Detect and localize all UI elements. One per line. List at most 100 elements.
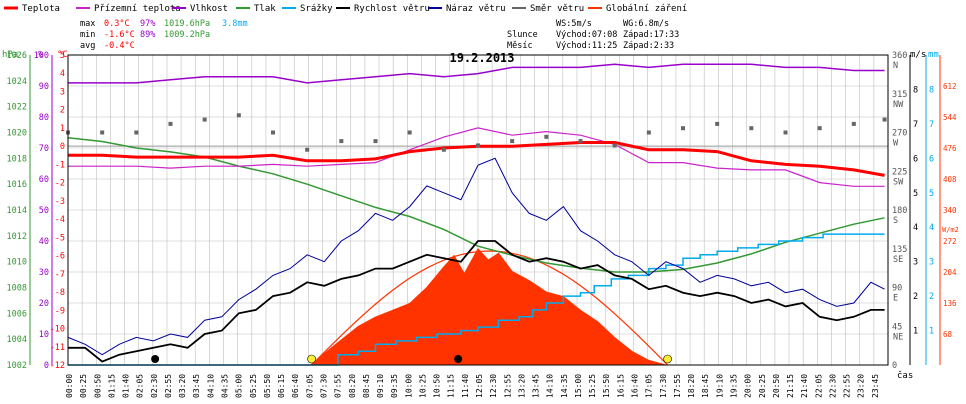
x-tick-label: 06:40 [291,374,300,398]
axis-wind-speed: 1 2 3 4 5 6 7 8 [909,55,918,365]
unit-hpa: hPa [2,50,18,60]
axis-rain-tick: 4 [929,223,934,233]
stat-min-label: min [80,30,95,40]
axis-solar-tick: 68 [943,330,953,339]
x-tick-label: 17:05 [645,374,654,398]
x-tick-label: 10:50 [433,374,442,398]
x-tick-label: 19:10 [715,374,724,398]
stat-avg-temp: -0.4°C [104,41,135,51]
x-tick-label: 07:05 [305,374,314,398]
unit-headers: hPa % °C m/s mm W/m2 [2,50,959,234]
axis-humidity-tick: 30 [39,268,49,278]
stat-max-rain: 3.8mm [222,19,248,29]
legend-item[interactable]: Přízemní teplota [76,4,181,14]
series-rain [68,233,885,366]
wind-direction-point [882,117,887,122]
unit-wm2: W/m2 [942,226,959,234]
x-tick-label: 15:50 [602,374,611,398]
wind-direction-point [851,121,856,126]
axis-temperature-tick: -11 [50,343,65,353]
axis-pressure-tick: 1014 [7,206,27,216]
legend: Teplota Přízemní teplota Vlhkost Tlak Sr… [4,4,687,14]
wind-direction-point [510,139,515,144]
x-tick-label: 22:30 [828,374,837,398]
axis-temperature-tick: 5 [60,51,65,61]
axis-solar-tick: 612 [943,82,957,91]
axis-wind-speed-tick: 2 [913,292,918,302]
legend-item[interactable]: Vlhkost [172,4,228,14]
axis-pressure-tick: 1002 [7,361,27,371]
series-humidity [68,63,885,84]
x-tick-label: 13:20 [517,374,526,398]
wind-direction-point [407,130,412,135]
x-tick-label: 16:15 [616,374,625,398]
plot-border [67,54,889,366]
solar-radiation-area [310,247,667,366]
x-tick-label: 01:15 [107,374,116,398]
x-tick-label: 07:55 [334,374,343,398]
axis-solar-tick: 272 [943,237,957,246]
legend-item[interactable]: Tlak [236,4,276,14]
axis-humidity-tick: 50 [39,206,49,216]
x-tick-label: 17:30 [659,374,668,398]
legend-label: Vlhkost [190,4,228,14]
x-tick-label: 17:55 [673,374,682,398]
x-tick-label: 05:50 [263,374,272,398]
x-tick-label: 20:25 [758,374,767,398]
legend-item[interactable]: Rychlost větru [336,4,430,14]
legend-label: Tlak [254,4,276,14]
axis-wind-direction-label: SW [893,177,904,187]
x-tick-label: 10:25 [418,374,427,398]
legend-item[interactable]: Teplota [4,4,60,14]
axis-temperature-tick: -9 [55,306,65,316]
info-sun-label: Slunce [507,30,538,40]
axis-wind-direction-label: E [893,294,898,304]
axis-solar-tick: 340 [943,206,957,215]
axis-solar-tick: 476 [943,144,957,153]
wind-direction-point [578,139,583,144]
axis-pressure: 1002 1004 1006 1008 1010 1012 1014 1016 1018 1020… [7,51,31,371]
x-tick-label: 02:05 [136,374,145,398]
axis-wind-speed-tick: 4 [913,223,918,233]
x-tick-label: 14:10 [546,374,555,398]
info-ws: WS:5m/s [556,19,592,29]
axis-pressure-tick: 1022 [7,103,27,113]
sun-moon-markers [151,354,672,364]
axis-rain-tick: 7 [929,120,934,130]
x-tick-label: 20:50 [772,374,781,398]
axis-temperature-tick: -10 [50,325,65,335]
wind-direction-point [168,121,173,126]
wind-direction-point [476,143,480,148]
axis-wind-direction-tick: 45 [892,322,902,332]
info-moon-set: Západ:2:33 [623,41,674,51]
legend-item[interactable]: Směr větru [512,4,584,14]
x-tick-label: 13:45 [532,374,541,398]
axis-pressure-tick: 1012 [7,232,27,242]
axis-solar-tick: 408 [943,175,957,184]
legend-label: Globální záření [606,4,687,14]
axis-rain-tick: 1 [929,327,934,337]
x-tick-label: 08:20 [348,374,357,398]
legend-item[interactable]: Náraz větru [428,4,506,14]
x-tick-label: 08:45 [362,374,371,398]
axis-humidity-tick: 100 [34,51,49,61]
x-tick-label: 15:00 [574,374,583,398]
x-tick-label: 09:10 [376,374,385,398]
wind-direction-point [339,139,344,144]
axis-wind-speed-tick: 8 [913,85,918,95]
x-tick-label: 11:40 [461,374,470,398]
x-tick-label: 11:15 [447,374,456,398]
axis-wind-direction-label: NE [893,332,903,342]
axis-humidity-tick: 0 [44,361,49,371]
chart-title: 19.2.2013 [449,51,514,65]
axis-temperature-tick: -7 [55,270,65,280]
stats-block: max 0.3°C 97% 1019.6hPa 3.8mm min -1.6°C… [80,19,248,51]
wind-direction-point [783,130,788,135]
wind-direction-point [100,130,105,135]
legend-item[interactable]: Globální záření [588,4,687,14]
axis-solar: 68 136 204 272 340 408 476 544 612 [939,55,957,365]
x-tick-label: 05:00 [235,374,244,398]
legend-item[interactable]: Srážky [282,4,333,14]
axes: 1002100410061008101010121014101610181020… [7,51,958,371]
